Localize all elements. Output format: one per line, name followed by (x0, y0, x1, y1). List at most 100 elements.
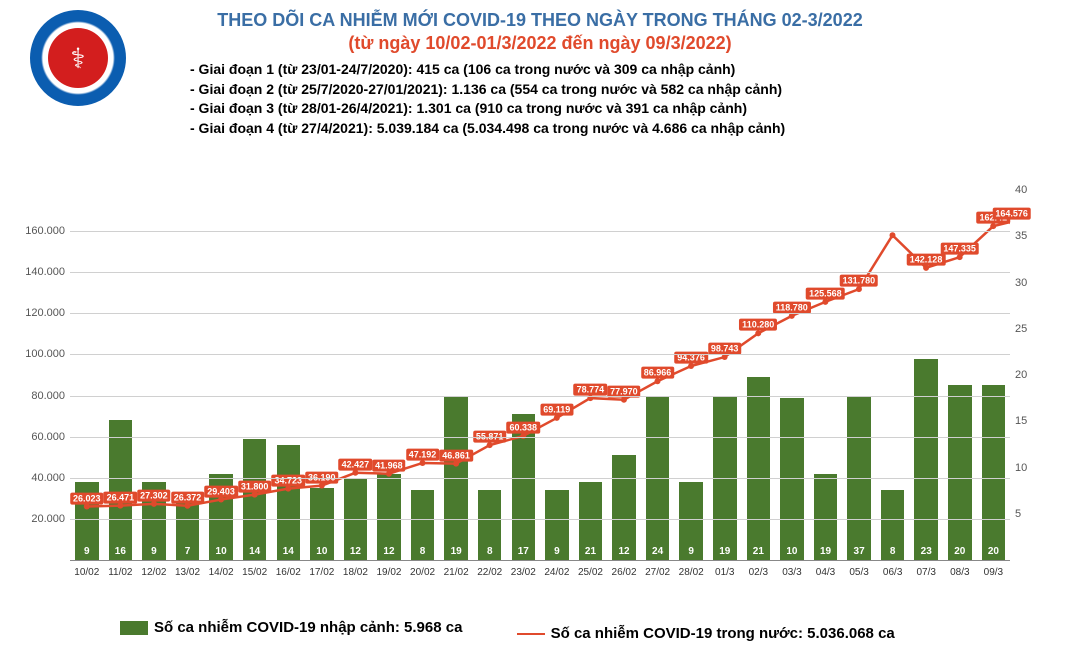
x-axis-label: 09/3 (984, 567, 1003, 578)
bar-slot: 2009/3 (977, 385, 1011, 560)
bar-value-label: 23 (921, 546, 932, 557)
line-value-label: 69.119 (540, 404, 573, 416)
bar-slot: 1904/3 (809, 474, 843, 560)
legend: Số ca nhiễm COVID-19 nhập cảnh: 5.968 ca… (120, 619, 945, 642)
line-value-label: 27.302 (137, 489, 171, 501)
bar-value-label: 12 (350, 546, 361, 557)
phase-note-line: - Giai đoạn 3 (từ 28/01-26/4/2021): 1.30… (190, 99, 1070, 119)
x-axis-label: 12/02 (141, 567, 166, 578)
y-axis-left-label: 140.000 (20, 266, 65, 278)
x-axis-label: 24/02 (544, 567, 569, 578)
legend-bar-text: Số ca nhiễm COVID-19 nhập cảnh: 5.968 ca (154, 619, 462, 636)
bar-slot: 2307/3 (909, 359, 943, 560)
y-axis-right-label: 40 (1015, 184, 1040, 196)
x-axis-label: 21/02 (444, 567, 469, 578)
gridline (70, 272, 1010, 273)
bar: 20 (982, 385, 1006, 560)
bar-slot: 928/02 (674, 482, 708, 560)
bar-value-label: 14 (283, 546, 294, 557)
bar: 8 (881, 490, 905, 560)
bar: 8 (411, 490, 435, 560)
x-axis-label: 11/02 (108, 567, 132, 578)
logo-symbol: ⚕ (48, 28, 108, 88)
y-axis-right-label: 15 (1015, 415, 1040, 427)
x-axis-label: 02/3 (749, 567, 768, 578)
bar: 9 (679, 482, 703, 560)
x-axis-label: 16/02 (276, 567, 301, 578)
gridline (70, 354, 1010, 355)
phase-note-line: - Giai đoạn 1 (từ 23/01-24/7/2020): 415 … (190, 60, 1070, 80)
bar-value-label: 12 (383, 546, 394, 557)
line-value-label: 125.568 (806, 287, 845, 299)
legend-bar: Số ca nhiễm COVID-19 nhập cảnh: 5.968 ca (120, 619, 462, 636)
bar-slot: 1415/02 (238, 439, 272, 560)
line-value-label: 46.861 (439, 449, 473, 461)
bar-value-label: 9 (151, 546, 157, 557)
y-axis-left-label: 20.000 (20, 513, 65, 525)
bar: 21 (579, 482, 603, 560)
line-value-label: 60.338 (506, 422, 540, 434)
x-axis-label: 14/02 (209, 567, 234, 578)
plot-region: 910/021611/02912/02713/021014/021415/021… (70, 190, 1010, 561)
y-axis-left-label: 60.000 (20, 431, 65, 443)
x-axis-label: 10/02 (74, 567, 99, 578)
bar-value-label: 9 (84, 546, 90, 557)
bar-slot: 924/02 (540, 490, 574, 560)
bar: 20 (948, 385, 972, 560)
chart-title-2: (từ ngày 10/02-01/3/2022 đến ngày 09/3/2… (10, 33, 1070, 54)
bar-value-label: 12 (618, 546, 629, 557)
line-value-label: 118.780 (773, 301, 811, 313)
line-value-label: 142.128 (907, 253, 946, 265)
x-axis-label: 17/02 (309, 567, 334, 578)
x-axis-label: 20/02 (410, 567, 435, 578)
phase-note-line: - Giai đoạn 2 (từ 25/7/2020-27/01/2021):… (190, 80, 1070, 100)
bar-value-label: 37 (854, 546, 865, 557)
bar-value-label: 7 (185, 546, 191, 557)
ministry-logo: ⚕ (30, 10, 126, 106)
y-axis-right-label: 35 (1015, 230, 1040, 242)
bar: 14 (243, 439, 267, 560)
bar-value-label: 10 (786, 546, 797, 557)
gridline (70, 396, 1010, 397)
y-axis-right-label: 5 (1015, 508, 1040, 520)
y-axis-right-label: 25 (1015, 323, 1040, 335)
bar-value-label: 10 (216, 546, 227, 557)
line-value-label: 98.743 (708, 343, 742, 355)
y-axis-left-label: 120.000 (20, 307, 65, 319)
phase-notes: - Giai đoạn 1 (từ 23/01-24/7/2020): 415 … (190, 60, 1070, 138)
bar-value-label: 20 (988, 546, 999, 557)
bar-value-label: 10 (316, 546, 327, 557)
bar-value-label: 20 (954, 546, 965, 557)
line-value-label: 29.403 (204, 485, 238, 497)
chart-area: 910/021611/02912/02713/021014/021415/021… (70, 190, 1040, 580)
bar-container: 910/021611/02912/02713/021014/021415/021… (70, 190, 1010, 560)
x-axis-label: 04/3 (816, 567, 835, 578)
bar-value-label: 8 (890, 546, 896, 557)
x-axis-label: 19/02 (376, 567, 401, 578)
bar-slot: 2125/02 (574, 482, 608, 560)
line-value-label: 31.800 (238, 480, 272, 492)
x-axis-label: 15/02 (242, 567, 267, 578)
bar: 21 (747, 377, 771, 560)
bar: 9 (545, 490, 569, 560)
x-axis-label: 25/02 (578, 567, 603, 578)
bar-slot: 2102/3 (742, 377, 776, 560)
bar: 12 (377, 474, 401, 560)
gridline (70, 478, 1010, 479)
legend-line: Số ca nhiễm COVID-19 trong nước: 5.036.0… (517, 625, 895, 642)
x-axis-label: 01/3 (715, 567, 734, 578)
bar: 19 (814, 474, 838, 560)
bar-slot: 713/02 (171, 494, 205, 560)
bar-slot: 1017/02 (305, 488, 339, 560)
line-value-label: 26.023 (70, 492, 104, 504)
x-axis-label: 27/02 (645, 567, 670, 578)
line-value-label: 86.966 (641, 367, 675, 379)
x-axis-label: 08/3 (950, 567, 969, 578)
bar: 16 (109, 420, 133, 560)
bar-value-label: 8 (420, 546, 426, 557)
line-value-label: 41.968 (372, 459, 406, 471)
line-value-label: 47.192 (406, 449, 440, 461)
gridline (70, 437, 1010, 438)
bar-value-label: 14 (249, 546, 260, 557)
y-axis-left-label: 80.000 (20, 390, 65, 402)
